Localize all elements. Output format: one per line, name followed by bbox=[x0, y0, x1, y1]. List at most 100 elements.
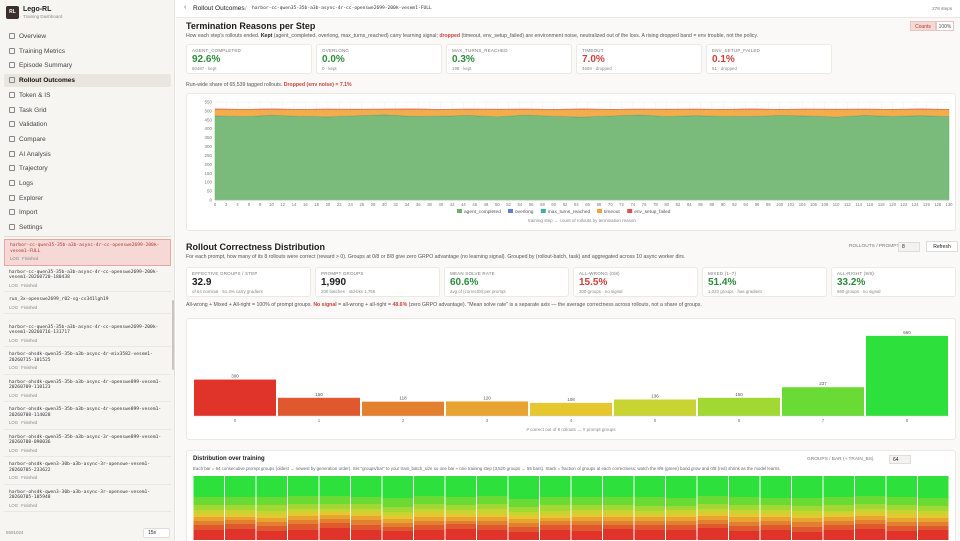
area-series bbox=[214, 108, 950, 118]
x-tick-label: 66 bbox=[585, 202, 590, 207]
x-tick-label: 128 bbox=[934, 202, 942, 207]
stack-segment bbox=[697, 528, 728, 540]
nav-item[interactable]: Episode Summary bbox=[4, 59, 171, 72]
nav-item[interactable]: Explorer bbox=[4, 192, 171, 205]
back-button[interactable]: ‹ bbox=[184, 4, 187, 11]
stack-segment bbox=[445, 529, 476, 540]
nav-item[interactable]: Overview bbox=[4, 30, 171, 43]
stack-segment bbox=[918, 498, 949, 506]
area-series bbox=[214, 114, 950, 201]
stack-segment bbox=[603, 510, 634, 514]
stack-segment bbox=[603, 514, 634, 517]
run-name: harbor-cc-qwen35-35b-a3b-async-4r-cc-ope… bbox=[9, 324, 159, 336]
run-item[interactable]: harbor-cc-qwen35-35b-a3b-async-4r-cc-ope… bbox=[4, 239, 171, 266]
stack-segment bbox=[760, 530, 791, 540]
stack-segment bbox=[886, 526, 917, 531]
nav-icon bbox=[9, 194, 15, 201]
nav-item[interactable]: Import bbox=[4, 206, 171, 219]
nav-icon bbox=[9, 121, 15, 128]
stack-segment bbox=[760, 521, 791, 525]
stack-segment bbox=[666, 514, 697, 517]
run-item[interactable]: harbor-ohsdk-qwen35-35b-a3b-async-4r-mix… bbox=[4, 349, 171, 375]
stack-segment bbox=[540, 530, 571, 540]
bar-value-label: 237 bbox=[819, 381, 827, 386]
run-item[interactable]: harbor-ohsdk-qwen3-30b-a3b-async-3r-open… bbox=[4, 487, 171, 513]
chart-box: Distribution over training GROUPS / BAR (… bbox=[186, 450, 956, 541]
stack-segment bbox=[792, 511, 823, 515]
stack-segment bbox=[886, 518, 917, 522]
nav-item[interactable]: Task Grid bbox=[4, 104, 171, 117]
legend-swatch bbox=[627, 209, 633, 213]
stack-segment bbox=[319, 504, 350, 509]
stack-segment bbox=[760, 525, 791, 530]
nav-item[interactable]: Settings bbox=[4, 221, 171, 234]
stat-sub: 660 groups · no signal bbox=[837, 289, 881, 294]
refresh-button[interactable]: Refresh bbox=[926, 241, 958, 252]
note-text: = all-wrong + all-right = bbox=[336, 302, 393, 308]
x-axis-label: # correct out of 8 rollouts → # prompt g… bbox=[526, 427, 616, 432]
stack-segment bbox=[855, 513, 886, 516]
run-item[interactable]: harbor-cc-qwen35-35b-a3b-async-4r-cc-ope… bbox=[4, 322, 171, 348]
note-text: No signal bbox=[313, 302, 337, 308]
nav-item[interactable]: Compare bbox=[4, 133, 171, 146]
groups-input[interactable]: 64 bbox=[889, 455, 911, 464]
stack-segment bbox=[918, 506, 949, 511]
stack-segment bbox=[256, 522, 287, 526]
toggle-button[interactable]: 100% bbox=[936, 21, 954, 31]
run-item[interactable]: harbor-ohsdk-qwen35-35b-a3b-async-4r-ope… bbox=[4, 404, 171, 430]
refresh-select[interactable]: 15s bbox=[143, 528, 170, 538]
stack-segment bbox=[760, 514, 791, 517]
stack-segment bbox=[729, 497, 760, 505]
nav-item[interactable]: Token & IS bbox=[4, 89, 171, 102]
nav-item[interactable]: AI Analysis bbox=[4, 148, 171, 161]
stack-segment bbox=[445, 497, 476, 505]
stack-segment bbox=[823, 517, 854, 521]
sep: / bbox=[245, 5, 247, 12]
run-status-text: Finished bbox=[21, 475, 38, 481]
nav-item[interactable]: Logs bbox=[4, 177, 171, 190]
description-text: (timeout, env_setup_failed) are environm… bbox=[460, 33, 759, 39]
bar-value-label: 150 bbox=[735, 392, 743, 397]
stack-segment bbox=[193, 505, 224, 510]
run-item[interactable]: harbor-cc-qwen35-35b-a3b-async-4r-cc-ope… bbox=[4, 267, 171, 293]
run-item[interactable]: harbor-ohsdk-qwen35-35b-a3b-async-4r-ope… bbox=[4, 377, 171, 403]
stack-segment bbox=[729, 522, 760, 526]
run-status-text: Finished bbox=[21, 502, 38, 508]
stack-segment bbox=[540, 476, 571, 497]
nav-icon bbox=[9, 165, 15, 172]
x-tick-label: 24 bbox=[348, 202, 353, 207]
stack-segment bbox=[666, 510, 697, 514]
run-name: harbor-ohsdk-qwen3-30b-a3b-async-3r-open… bbox=[9, 462, 151, 473]
stack-segment bbox=[414, 517, 445, 521]
stack-segment bbox=[445, 505, 476, 510]
nav-item[interactable]: Validation bbox=[4, 118, 171, 131]
description-text: Kept bbox=[260, 33, 273, 39]
nav-item[interactable]: Trajectory bbox=[4, 162, 171, 175]
x-tick-label: 52 bbox=[506, 202, 511, 207]
nav-item[interactable]: Rollout Outcomes bbox=[4, 74, 171, 88]
stack-segment bbox=[792, 518, 823, 522]
stack-segment bbox=[414, 525, 445, 530]
toggle-button[interactable]: Counts bbox=[910, 21, 936, 31]
run-item[interactable]: run_3x-openswe2699_r02-sg-cs341lgh19 LOG F… bbox=[4, 294, 171, 315]
stat-card: ALL-WRONG (0/8) 15.5% 300 groups · no sign… bbox=[573, 267, 698, 297]
stack-segment bbox=[445, 524, 476, 529]
run-log: LOG bbox=[9, 392, 19, 398]
nav-item[interactable]: Training Metrics bbox=[4, 45, 171, 58]
stack-segment bbox=[414, 504, 445, 509]
run-name: run_3x-openswe2699_r02-sg-cs341lgh19 bbox=[9, 297, 109, 302]
run-item[interactable]: harbor-ohsdk-qwen3-30b-a3b-async-3r-open… bbox=[4, 459, 171, 485]
stack-segment bbox=[288, 513, 319, 516]
legend-swatch bbox=[457, 209, 462, 213]
rollouts-input[interactable]: 8 bbox=[898, 242, 920, 252]
x-tick-label: 3 bbox=[486, 418, 489, 423]
x-tick-label: 104 bbox=[799, 202, 807, 207]
x-tick-label: 6 bbox=[738, 418, 741, 423]
x-tick-label: 70 bbox=[608, 202, 613, 207]
bar bbox=[194, 379, 276, 416]
breadcrumb: Rollout Outcomes bbox=[193, 5, 245, 12]
run-item[interactable]: harbor-ohsdk-qwen35-35b-a3b-async-3r-ope… bbox=[4, 432, 171, 458]
x-tick-label: 94 bbox=[743, 202, 748, 207]
x-tick-label: 114 bbox=[855, 202, 862, 207]
stack-segment bbox=[225, 505, 256, 510]
